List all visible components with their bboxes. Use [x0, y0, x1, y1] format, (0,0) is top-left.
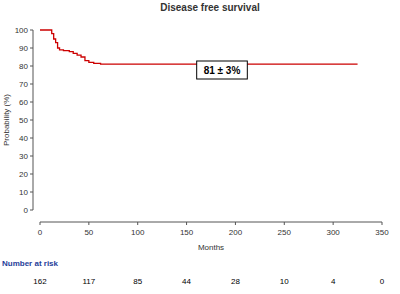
y-tick-label: 20: [19, 170, 28, 179]
y-tick: [30, 30, 33, 31]
risk-count: 0: [380, 277, 385, 286]
x-tick-label: 100: [131, 228, 145, 237]
x-tick: [88, 222, 89, 225]
x-axis-line: [40, 222, 382, 223]
y-tick-label: 0: [24, 206, 29, 215]
title: Disease free survival: [160, 2, 260, 13]
y-tick: [30, 174, 33, 175]
x-tick-label: 300: [326, 228, 340, 237]
y-tick-label: 50: [19, 116, 28, 125]
y-tick-label: 80: [19, 62, 28, 71]
y-tick-label: 90: [19, 44, 28, 53]
x-tick: [284, 222, 285, 225]
x-tick: [137, 222, 138, 225]
y-tick-label: 70: [19, 80, 28, 89]
risk-count: 4: [331, 277, 336, 286]
x-tick: [235, 222, 236, 225]
y-tick-label: 60: [19, 98, 28, 107]
x-tick-label: 200: [229, 228, 243, 237]
x-tick: [40, 222, 41, 225]
y-tick: [30, 48, 33, 49]
x-tick: [186, 222, 187, 225]
risk-count: 85: [133, 277, 142, 286]
page: {"chart_data": {"type": "line", "title":…: [0, 0, 400, 294]
y-axis-label: Probability (%): [2, 94, 11, 146]
x-tick: [333, 222, 334, 225]
x-tick: [382, 222, 383, 225]
y-tick: [30, 192, 33, 193]
y-tick-label: 100: [15, 26, 29, 35]
x-tick-label: 250: [278, 228, 292, 237]
annotation-box: [197, 61, 248, 79]
chart: Disease free survival0102030405060708090…: [0, 0, 400, 294]
x-tick-label: 0: [38, 228, 43, 237]
annotation: 81 ± 3%: [204, 65, 241, 76]
y-tick: [30, 120, 33, 121]
y-tick: [30, 66, 33, 67]
x-tick-label: 50: [84, 228, 93, 237]
y-tick-label: 10: [19, 188, 28, 197]
x-tick-label: 150: [180, 228, 194, 237]
y-tick: [30, 156, 33, 157]
plot-area: [40, 30, 358, 64]
x-tick-label: 350: [375, 228, 389, 237]
y-tick-label: 30: [19, 152, 28, 161]
risk-table-title: Number at risk: [2, 259, 59, 268]
y-tick-label: 40: [19, 134, 28, 143]
x-axis-label: Months: [198, 243, 224, 252]
risk-count: 117: [82, 277, 95, 286]
survival-curve: [40, 30, 358, 64]
y-tick: [30, 102, 33, 103]
risk-count: 28: [231, 277, 240, 286]
y-tick: [30, 210, 33, 211]
y-tick: [30, 138, 33, 139]
risk-count: 162: [33, 277, 47, 286]
risk-count: 44: [182, 277, 191, 286]
chart-svg: Disease free survival0102030405060708090…: [0, 0, 400, 294]
y-tick: [30, 84, 33, 85]
risk-count: 10: [280, 277, 289, 286]
